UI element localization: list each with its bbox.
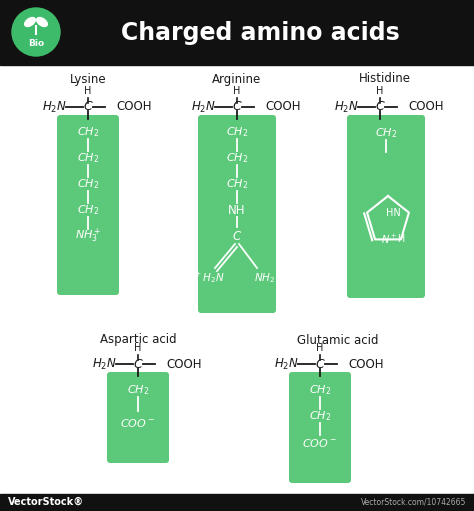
Text: Lysine: Lysine <box>70 73 106 85</box>
Text: H: H <box>316 343 324 353</box>
Text: H: H <box>233 86 241 96</box>
Text: H: H <box>134 343 142 353</box>
Text: COOH: COOH <box>166 358 201 370</box>
Text: $H_2N$: $H_2N$ <box>334 100 358 114</box>
Text: $CH_2$: $CH_2$ <box>127 383 149 397</box>
Text: C: C <box>233 101 241 113</box>
Text: Glutamic acid: Glutamic acid <box>297 334 379 346</box>
Text: Bio: Bio <box>28 39 44 49</box>
Text: $CH_2$: $CH_2$ <box>375 126 397 140</box>
Text: $NH_2$: $NH_2$ <box>254 271 276 285</box>
Text: Charged amino acids: Charged amino acids <box>120 21 400 45</box>
Text: $H_2N$: $H_2N$ <box>91 357 117 371</box>
Text: COOH: COOH <box>348 358 383 370</box>
Text: Histidine: Histidine <box>359 73 411 85</box>
Text: $CH_2$: $CH_2$ <box>77 151 99 165</box>
Text: $CH_2$: $CH_2$ <box>226 177 248 191</box>
FancyBboxPatch shape <box>198 115 276 313</box>
Text: COOH: COOH <box>408 101 444 113</box>
Circle shape <box>12 8 60 56</box>
Text: COOH: COOH <box>116 101 152 113</box>
Text: Aspartic acid: Aspartic acid <box>100 334 176 346</box>
Text: VectorStock.com/10742665: VectorStock.com/10742665 <box>361 498 466 506</box>
Text: $^+H_2N$: $^+H_2N$ <box>193 270 225 286</box>
Text: $H_2N$: $H_2N$ <box>42 100 66 114</box>
Text: –H: –H <box>393 235 405 244</box>
Text: Arginine: Arginine <box>212 73 262 85</box>
Text: $CH_2$: $CH_2$ <box>309 409 331 423</box>
Ellipse shape <box>36 17 47 27</box>
Text: $H_2N$: $H_2N$ <box>191 100 216 114</box>
Text: C: C <box>83 101 92 113</box>
FancyBboxPatch shape <box>107 372 169 463</box>
FancyBboxPatch shape <box>289 372 351 483</box>
Text: H: H <box>84 86 91 96</box>
Ellipse shape <box>25 17 35 27</box>
Text: $H_2N$: $H_2N$ <box>273 357 299 371</box>
Text: C: C <box>316 358 324 370</box>
Text: $CH_2$: $CH_2$ <box>226 151 248 165</box>
Text: $CH_2$: $CH_2$ <box>77 125 99 139</box>
Text: $CH_2$: $CH_2$ <box>226 125 248 139</box>
Text: $COO^-$: $COO^-$ <box>302 437 337 449</box>
Text: $NH_3^+$: $NH_3^+$ <box>75 227 101 245</box>
Text: $CH_2$: $CH_2$ <box>77 203 99 217</box>
FancyBboxPatch shape <box>347 115 425 298</box>
Text: C: C <box>134 358 142 370</box>
Text: C: C <box>233 230 241 244</box>
Text: VectorStock®: VectorStock® <box>8 497 84 507</box>
Text: $CH_2$: $CH_2$ <box>309 383 331 397</box>
Text: $COO^-$: $COO^-$ <box>120 417 155 429</box>
Text: HN: HN <box>386 207 401 218</box>
Bar <box>0 0 474 65</box>
Bar <box>0 494 474 511</box>
FancyBboxPatch shape <box>57 115 119 295</box>
Text: COOH: COOH <box>265 101 301 113</box>
Text: $CH_2$: $CH_2$ <box>77 177 99 191</box>
Text: H: H <box>376 86 383 96</box>
Text: C: C <box>375 101 384 113</box>
Text: NH: NH <box>228 203 246 217</box>
Text: $N^+$: $N^+$ <box>381 233 397 246</box>
